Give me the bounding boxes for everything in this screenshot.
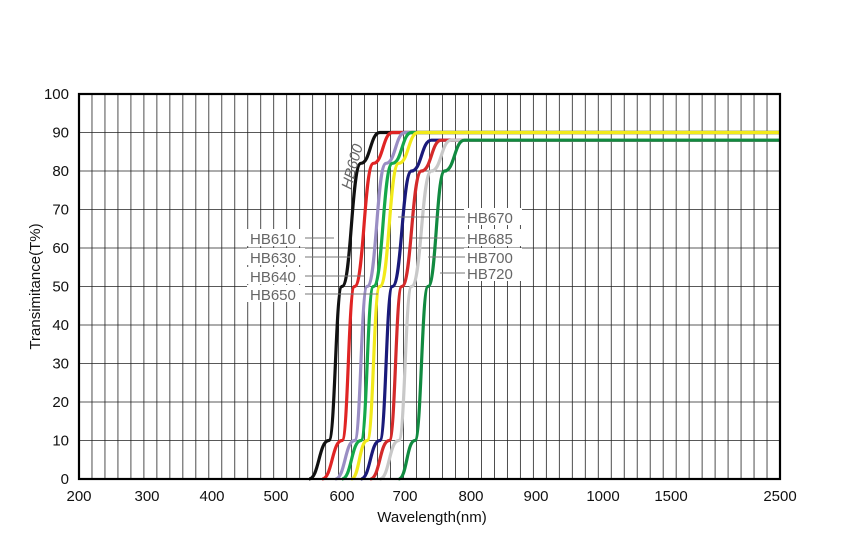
series-line-hb685 [369, 138, 780, 481]
y-tick-label: 80 [52, 163, 69, 180]
label-bg [464, 264, 522, 281]
curve-label-hb700: HB700 [467, 250, 513, 267]
x-tick-label: 200 [66, 488, 91, 505]
label-bg [464, 229, 522, 246]
x-axis-label: Wavelength(nm) [377, 509, 486, 526]
curve-label-hb650: HB650 [250, 287, 296, 304]
y-tick-label: 70 [52, 202, 69, 219]
x-tick-label: 900 [523, 488, 548, 505]
x-tick-label: 700 [392, 488, 417, 505]
label-bg [247, 229, 305, 246]
series-line-hb720 [397, 138, 780, 481]
y-tick-label: 90 [52, 125, 69, 142]
y-tick-label: 0 [61, 471, 69, 488]
plot-frame [77, 92, 782, 481]
label-bg [464, 208, 522, 225]
x-tick-label: 600 [329, 488, 354, 505]
label-bg [464, 248, 522, 265]
x-tick-label: 1000 [586, 488, 619, 505]
y-axis-label: Transimitance(T%) [27, 223, 44, 349]
x-tick-label: 300 [134, 488, 159, 505]
y-tick-label: 10 [52, 433, 69, 450]
curve-label-hb720: HB720 [467, 266, 513, 283]
y-tick-label: 100 [44, 86, 69, 103]
label-bg [247, 248, 305, 265]
y-tick-label: 50 [52, 279, 69, 296]
x-tick-label: 1500 [654, 488, 687, 505]
curve-label-hb610: HB610 [250, 231, 296, 248]
series-line-hb650 [350, 130, 780, 481]
y-tick-label: 30 [52, 356, 69, 373]
curve-label-hb600: HB600 [338, 142, 366, 191]
curve-label-hb670: HB670 [467, 210, 513, 227]
label-bg [247, 267, 305, 284]
y-tick-label: 60 [52, 240, 69, 257]
curve-label-hb640: HB640 [250, 269, 296, 286]
x-tick-label: 2500 [763, 488, 796, 505]
y-tick-label: 20 [52, 394, 69, 411]
x-tick-label: 500 [263, 488, 288, 505]
curve-label-hb630: HB630 [250, 250, 296, 267]
label-bg [247, 285, 305, 302]
curve-label-hb685: HB685 [467, 231, 513, 248]
y-tick-label: 40 [52, 317, 69, 334]
x-tick-label: 800 [458, 488, 483, 505]
x-tick-label: 400 [199, 488, 224, 505]
